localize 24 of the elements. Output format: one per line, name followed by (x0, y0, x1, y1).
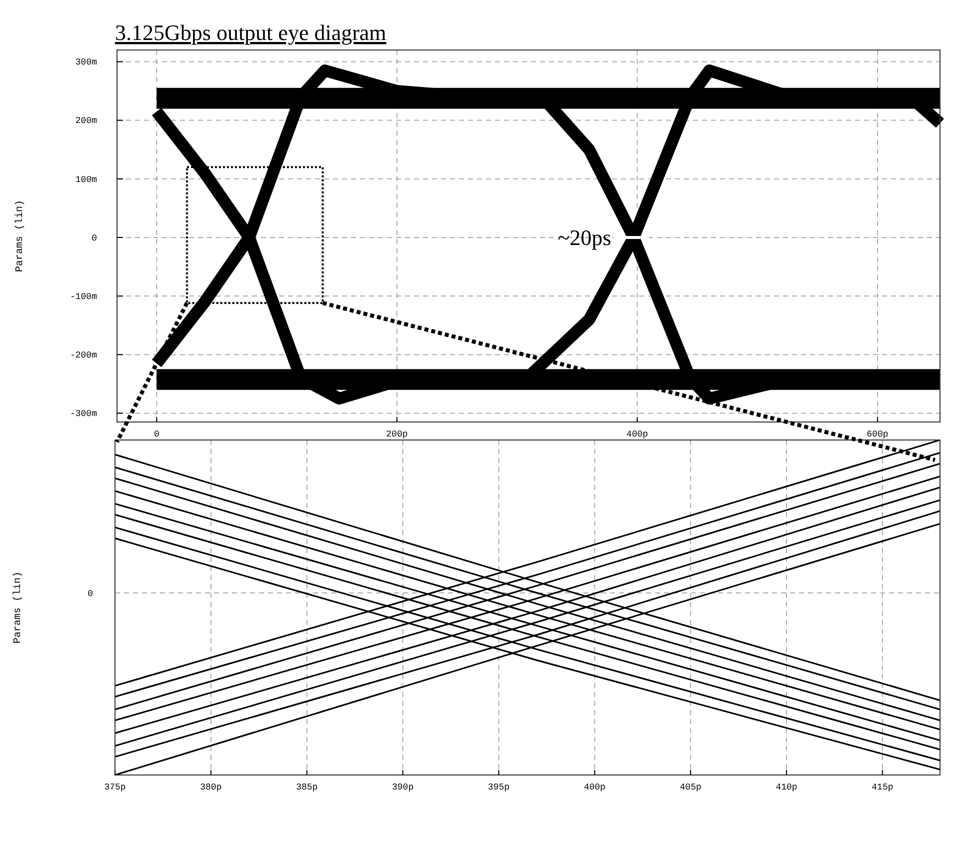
x-tick-label: 380p (200, 782, 222, 792)
x-tick-label: 400p (584, 782, 606, 792)
chart-title: 3.125Gbps output eye diagram (115, 20, 386, 45)
y-tick-label: 0 (92, 233, 97, 244)
x-tick-label: 400p (626, 429, 648, 440)
x-tick-label: 385p (296, 782, 318, 792)
x-tick-label: 405p (680, 782, 702, 792)
y-tick-label: 200m (75, 116, 97, 126)
x-tick-label: 415p (872, 782, 894, 792)
x-tick-label: 410p (776, 782, 798, 792)
x-tick-label: 0 (154, 429, 160, 440)
y-tick-label: -300m (70, 409, 97, 420)
x-tick-label: 200p (386, 429, 408, 440)
annotation: ~20ps (558, 225, 612, 250)
y-tick-label: -100m (70, 292, 97, 302)
y-tick-label: -200m (70, 350, 97, 361)
x-tick-label: 600p (866, 429, 888, 440)
y-axis-title: Params (lin) (12, 571, 24, 644)
x-tick-label: 390p (392, 782, 414, 792)
y-axis-title: Params (lin) (14, 200, 26, 272)
y-tick-label: 300m (75, 58, 97, 68)
x-tick-label: 395p (488, 782, 510, 792)
y-tick-label: 100m (75, 174, 97, 185)
x-tick-label: 375p (104, 782, 126, 792)
